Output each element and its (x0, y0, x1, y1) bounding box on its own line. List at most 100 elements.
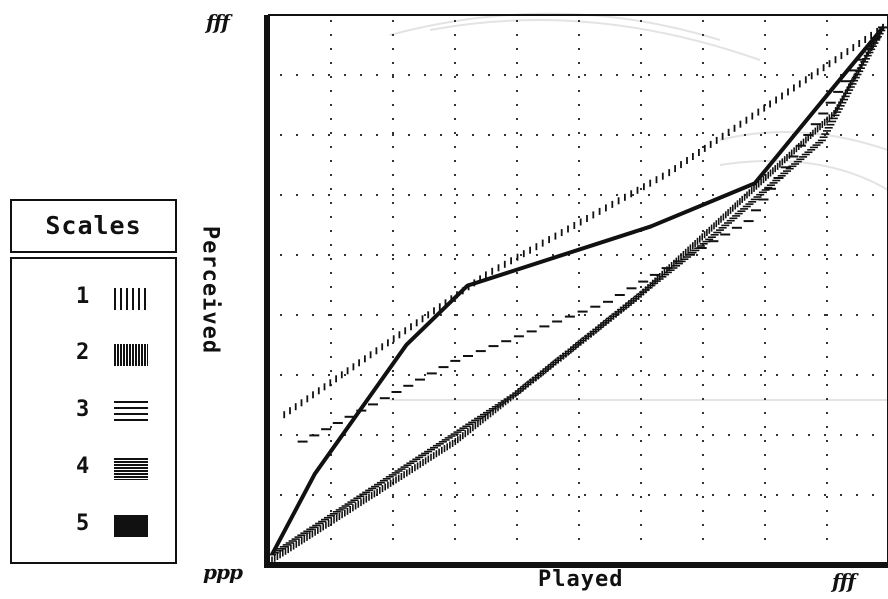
series-2-mark (677, 255, 680, 263)
series-3-mark (475, 350, 486, 353)
series-2-mark (400, 473, 403, 480)
series-2-mark (805, 136, 807, 144)
series-2-mark (767, 171, 769, 179)
series-1-mark (300, 399, 303, 407)
series-4-mark (870, 42, 879, 44)
series-5 (270, 26, 885, 556)
legend-number: 4 (76, 454, 90, 479)
series-1-mark (329, 379, 332, 387)
series-4-mark (608, 315, 617, 318)
series-4-mark (385, 476, 394, 478)
series-4-mark (702, 240, 711, 243)
series-3-mark (638, 280, 649, 283)
series-2-mark (772, 167, 774, 175)
series-3-mark (552, 320, 563, 323)
series-1-mark (421, 315, 424, 323)
series-1-mark (745, 116, 748, 124)
series-2-mark (727, 209, 729, 217)
series-4-mark (721, 224, 730, 227)
series-4-mark (344, 503, 353, 505)
series-4-mark (326, 514, 335, 517)
series-2-mark (795, 145, 798, 153)
series-4-mark (683, 256, 692, 258)
series-4-mark (589, 330, 598, 333)
series-2-mark (341, 511, 343, 519)
series-2-mark (765, 173, 767, 181)
series-2-mark (821, 121, 824, 128)
series-4-mark (661, 273, 670, 276)
series-2-mark (717, 217, 720, 225)
series-4-mark (748, 201, 757, 203)
series-4-mark (491, 406, 500, 408)
series-2-mark (703, 231, 706, 239)
series-3-mark (825, 101, 836, 104)
series-4-mark (441, 439, 450, 441)
series-1-mark (323, 383, 326, 391)
series-2-mark (786, 154, 788, 161)
series-4-mark (315, 522, 324, 525)
series-4-mark (756, 193, 765, 196)
series-4-mark (600, 322, 609, 324)
series-1-mark (497, 264, 500, 272)
series-4-mark (285, 542, 294, 544)
series-2-mark (519, 386, 522, 394)
series-2-mark (687, 246, 689, 254)
series-1-mark (787, 88, 789, 96)
series-4-mark (471, 419, 480, 422)
series-4-mark (823, 130, 831, 132)
series-4-mark (581, 337, 590, 340)
series-2-mark (814, 127, 817, 135)
series-2-mark (446, 443, 448, 451)
series-4-mark (691, 249, 700, 252)
series-1-mark (674, 165, 676, 173)
series-1-mark (444, 299, 447, 307)
series-4-mark (485, 409, 494, 412)
series-4-mark (669, 267, 678, 269)
series-3-mark (788, 155, 799, 158)
series-3-mark (661, 267, 672, 270)
series-2-mark (397, 474, 400, 482)
series-4-mark (318, 520, 327, 523)
y-axis-bar (264, 15, 270, 567)
series-4-mark (710, 234, 719, 236)
series-1-mark (668, 169, 671, 177)
series-4-mark (650, 282, 659, 285)
series-4-mark (477, 415, 486, 418)
series-1-mark (864, 36, 867, 43)
series-2-mark (443, 445, 446, 453)
series-1-mark (535, 243, 538, 251)
series-1-mark (624, 193, 626, 201)
series-4-mark (528, 379, 537, 381)
series-4-mark (362, 491, 371, 494)
series-4-mark (562, 352, 570, 355)
series-3-mark (758, 198, 769, 201)
series-4-mark (732, 215, 741, 217)
sparse-horizontal-swatch-icon (114, 401, 148, 423)
dotted-grid (280, 20, 874, 540)
series-4-mark (559, 355, 568, 357)
series-3-mark (415, 378, 425, 381)
series-2-mark (381, 485, 384, 493)
y-tick-label-min: ppp (203, 560, 243, 584)
series-1-mark (636, 186, 639, 194)
series-1-mark (541, 239, 544, 247)
series-3-mark (751, 209, 761, 212)
series-3-mark (649, 273, 660, 276)
series-4-mark (828, 120, 837, 123)
series-2-mark (311, 530, 314, 538)
series-4-mark (856, 67, 865, 69)
series-1 (283, 23, 884, 419)
series-4-mark (862, 58, 870, 60)
series-2-mark (435, 450, 438, 458)
series-4-mark (826, 123, 835, 126)
series-1-mark (769, 100, 771, 108)
series-2-mark (427, 455, 430, 463)
series-3-mark (626, 287, 637, 290)
series-2-mark (472, 424, 474, 432)
legend-item-1: 1 (12, 278, 175, 318)
series-4-mark (418, 454, 427, 457)
series-2-mark (422, 459, 424, 466)
series-2-mark (722, 213, 725, 221)
